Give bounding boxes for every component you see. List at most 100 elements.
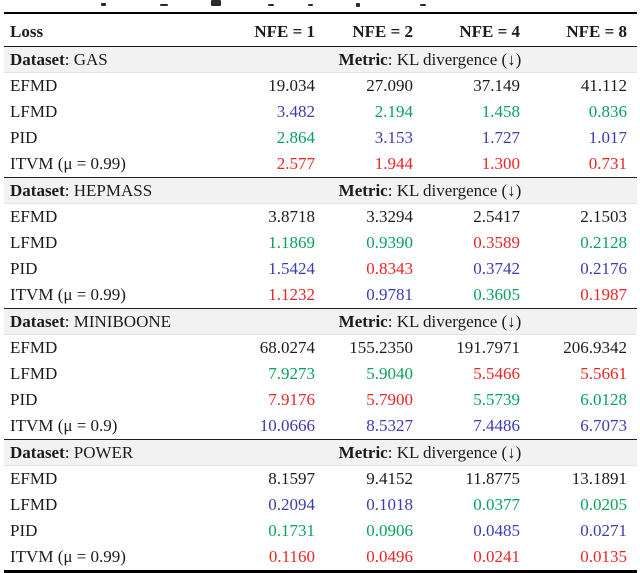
value-cell: 41.112 — [580, 76, 627, 95]
value-cell: 0.3742 — [473, 259, 520, 278]
value-cell: 10.0666 — [259, 416, 315, 435]
column-header-nfe-2: NFE = 2 — [352, 22, 413, 41]
metric-text: : KL divergence (↓) — [387, 311, 522, 331]
table-bottom-rule — [4, 570, 637, 573]
value-cell: 6.0128 — [580, 390, 627, 409]
metric-title: Metric: KL divergence (↓) — [237, 181, 637, 201]
table-row: ITVM (μ = 0.99) 1.1232 0.9781 0.3605 0.1987 — [4, 282, 637, 308]
results-table: Loss NFE = 1 NFE = 2 NFE = 4 NFE = 8 Datase… — [4, 12, 637, 573]
loss-label: ITVM (μ = 0.99) — [10, 547, 126, 566]
table-row: EFMD 19.034 27.090 37.149 41.112 — [4, 73, 637, 99]
value-cell: 6.7073 — [580, 416, 627, 435]
value-cell: 0.836 — [588, 102, 627, 121]
value-cell: 0.0496 — [366, 547, 413, 566]
metric-title: Metric: KL divergence (↓) — [237, 50, 637, 70]
value-cell: 8.5327 — [366, 416, 413, 435]
column-header-nfe-1: NFE = 1 — [254, 22, 315, 41]
dataset-prefix: Dataset — [10, 442, 65, 462]
value-cell: 3.3294 — [366, 207, 413, 226]
table-body: Dataset: GAS Metric: KL divergence (↓) EFM… — [4, 47, 637, 570]
loss-label: PID — [10, 521, 38, 540]
value-cell: 1.727 — [481, 128, 520, 147]
metric-prefix: Metric — [338, 442, 388, 462]
dataset-prefix: Dataset — [10, 49, 65, 69]
table-row: PID 7.9176 5.7900 5.5739 6.0128 — [4, 387, 637, 413]
metric-text: : KL divergence (↓) — [387, 49, 522, 69]
value-cell: 0.1987 — [580, 285, 627, 304]
value-cell: 155.2350 — [349, 338, 413, 357]
header-separator-rule — [4, 46, 637, 47]
value-cell: 7.9273 — [268, 364, 315, 383]
metric-prefix: Metric — [338, 49, 388, 69]
value-cell: 37.149 — [473, 76, 520, 95]
value-cell: 19.034 — [268, 76, 315, 95]
dataset-prefix: Dataset — [10, 311, 65, 331]
value-cell: 8.1597 — [268, 469, 315, 488]
dataset-name: MINIBOONE — [73, 311, 172, 331]
table-top-rule — [4, 12, 637, 14]
value-cell: 0.3589 — [473, 233, 520, 252]
loss-label: ITVM (μ = 0.9) — [10, 416, 118, 435]
dataset-colon: : — [64, 180, 74, 200]
value-cell: 0.1731 — [268, 521, 315, 540]
loss-label: EFMD — [10, 469, 58, 488]
value-cell: 0.1160 — [268, 547, 315, 566]
value-cell: 0.1018 — [366, 495, 413, 514]
table-row: ITVM (μ = 0.99) 2.577 1.944 1.300 0.731 — [4, 151, 637, 177]
value-cell: 0.0906 — [366, 521, 413, 540]
loss-label: LFMD — [10, 102, 58, 121]
table-row: LFMD 0.2094 0.1018 0.0377 0.0205 — [4, 492, 637, 518]
value-cell: 0.0377 — [473, 495, 520, 514]
value-cell: 3.8718 — [268, 207, 315, 226]
table-row: EFMD 8.1597 9.4152 11.8775 13.1891 — [4, 466, 637, 492]
dataset-header-row: Dataset: HEPMASS Metric: KL divergence (↓… — [4, 178, 637, 204]
loss-label: EFMD — [10, 338, 58, 357]
table-row: EFMD 3.8718 3.3294 2.5417 2.1503 — [4, 204, 637, 230]
value-cell: 0.0485 — [473, 521, 520, 540]
value-cell: 0.9390 — [366, 233, 413, 252]
table-row: ITVM (μ = 0.99) 0.1160 0.0496 0.0241 0.0135 — [4, 544, 637, 570]
table-row: LFMD 3.482 2.194 1.458 0.836 — [4, 99, 637, 125]
value-cell: 3.482 — [276, 102, 315, 121]
value-cell: 13.1891 — [571, 469, 627, 488]
dataset-title: Dataset: MINIBOONE — [4, 312, 237, 332]
value-cell: 2.577 — [276, 154, 315, 173]
value-cell: 2.864 — [276, 128, 315, 147]
column-header-loss: Loss — [10, 22, 44, 41]
value-cell: 27.090 — [366, 76, 413, 95]
dataset-section-hepmass: Dataset: HEPMASS Metric: KL divergence (↓… — [4, 178, 637, 309]
dataset-section-power: Dataset: POWER Metric: KL divergence (↓) E… — [4, 440, 637, 570]
value-cell: 1.5424 — [268, 259, 315, 278]
table-row: PID 2.864 3.153 1.727 1.017 — [4, 125, 637, 151]
value-cell: 0.3605 — [473, 285, 520, 304]
dataset-title: Dataset: GAS — [4, 50, 237, 70]
column-header-nfe-4: NFE = 8 — [566, 22, 627, 41]
value-cell: 68.0274 — [259, 338, 315, 357]
value-cell: 1.300 — [481, 154, 520, 173]
loss-label: PID — [10, 259, 38, 278]
metric-text: : KL divergence (↓) — [387, 442, 522, 462]
dataset-section-gas: Dataset: GAS Metric: KL divergence (↓) EFM… — [4, 47, 637, 178]
dataset-header-row: Dataset: GAS Metric: KL divergence (↓) — [4, 47, 637, 73]
table-row: PID 0.1731 0.0906 0.0485 0.0271 — [4, 518, 637, 544]
value-cell: 2.194 — [374, 102, 413, 121]
loss-label: LFMD — [10, 364, 58, 383]
value-cell: 9.4152 — [366, 469, 413, 488]
column-header-nfe-3: NFE = 4 — [459, 22, 520, 41]
value-cell: 5.7900 — [366, 390, 413, 409]
dataset-name: POWER — [73, 442, 134, 462]
value-cell: 11.8775 — [465, 469, 520, 488]
value-cell: 1.1232 — [268, 285, 315, 304]
dataset-header-row: Dataset: MINIBOONE Metric: KL divergence … — [4, 309, 637, 335]
loss-label: EFMD — [10, 76, 58, 95]
loss-label: PID — [10, 128, 38, 147]
loss-label: ITVM (μ = 0.99) — [10, 154, 126, 173]
loss-label: LFMD — [10, 233, 58, 252]
value-cell: 5.5739 — [473, 390, 520, 409]
value-cell: 206.9342 — [563, 338, 627, 357]
loss-label: LFMD — [10, 495, 58, 514]
value-cell: 3.153 — [374, 128, 413, 147]
metric-prefix: Metric — [338, 180, 388, 200]
loss-label: PID — [10, 390, 38, 409]
